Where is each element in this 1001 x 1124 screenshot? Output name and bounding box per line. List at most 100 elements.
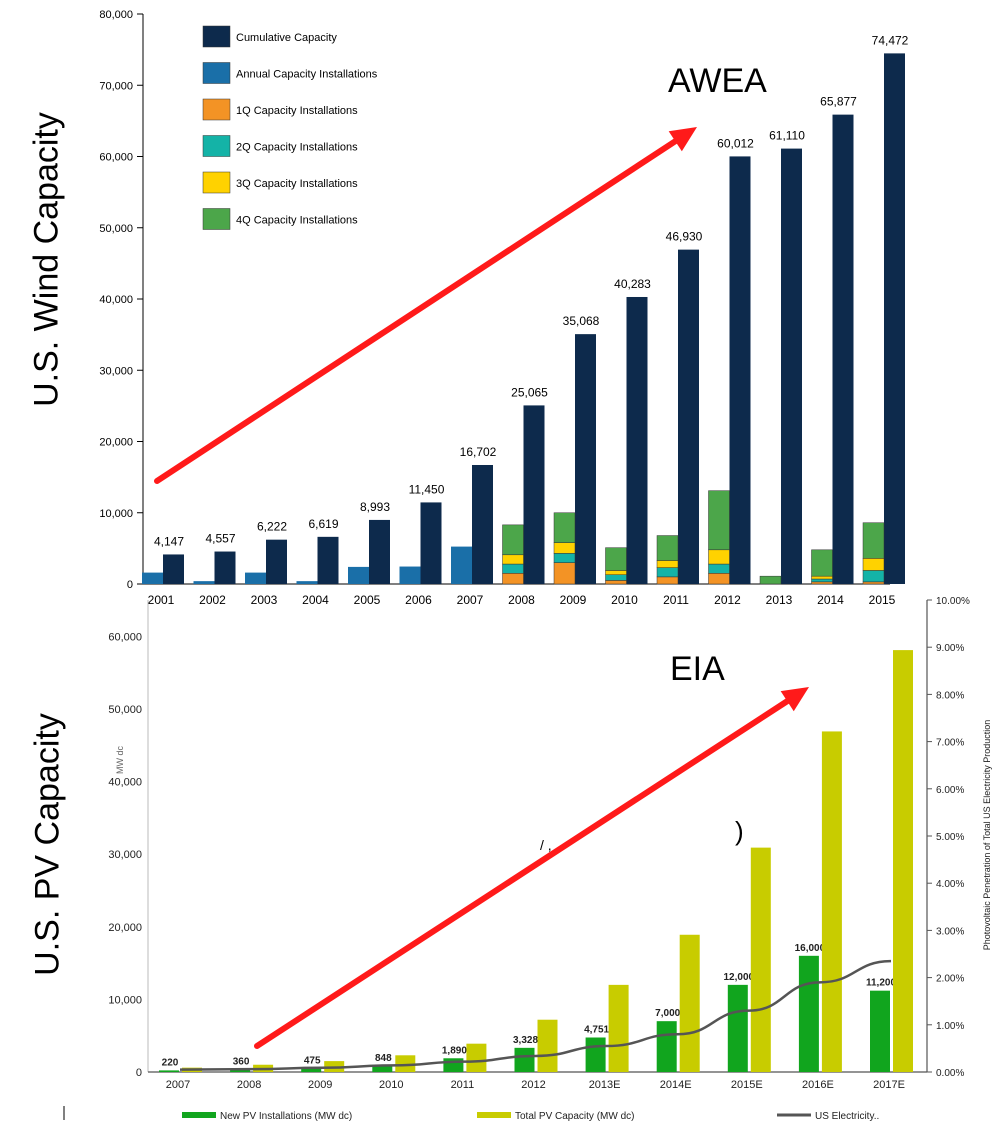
pv-new-installations-bar bbox=[798, 955, 819, 1072]
pv-new-installations-bar bbox=[727, 984, 748, 1072]
wind-q1-segment bbox=[553, 562, 576, 585]
wind-y-tick-label: 50,000 bbox=[99, 223, 133, 235]
wind-cumulative-bar bbox=[729, 156, 751, 585]
pv-new-installations-bar bbox=[159, 1070, 179, 1072]
pv-us-electricity-line bbox=[179, 959, 892, 1071]
pv-total-capacity-bar bbox=[821, 731, 842, 1072]
wind-q4-segment bbox=[502, 524, 524, 556]
wind-x-tick-label: 2013 bbox=[766, 593, 793, 607]
pv-y2-tick-label: 9.00% bbox=[936, 643, 964, 654]
pv-x-tick-label: 2012 bbox=[521, 1079, 545, 1091]
wind-annual-bar bbox=[193, 581, 215, 584]
pv-y2-tick-label: 4.00% bbox=[936, 879, 964, 890]
wind-q4-segment bbox=[553, 512, 576, 543]
wind-q3-segment bbox=[862, 558, 885, 571]
wind-cumulative-data-label: 40,283 bbox=[614, 277, 651, 291]
wind-annual-bar bbox=[245, 572, 266, 584]
wind-x-tick-label: 2003 bbox=[251, 593, 278, 607]
wind-q2-segment bbox=[605, 574, 627, 581]
pv-y-axis-title-fragment: MW dc bbox=[115, 746, 125, 774]
pv-total-capacity-bar bbox=[750, 847, 771, 1072]
wind-legend-label: 1Q Capacity Installations bbox=[236, 105, 358, 117]
pv-y-tick-label: 10,000 bbox=[108, 994, 142, 1006]
wind-cumulative-bar bbox=[884, 53, 905, 584]
wind-x-tick-label: 2007 bbox=[457, 593, 484, 607]
wind-x-tick-label: 2002 bbox=[199, 593, 226, 607]
wind-y-tick-label: 70,000 bbox=[99, 80, 133, 92]
wind-y-tick-label: 40,000 bbox=[99, 294, 133, 306]
wind-trend-arrow-shaft bbox=[154, 138, 679, 484]
pv-y2-tick-label: 8.00% bbox=[936, 690, 964, 701]
wind-cumulative-data-label: 6,222 bbox=[257, 520, 287, 534]
pv-new-installations-bar bbox=[870, 990, 890, 1072]
wind-q4-segment bbox=[605, 547, 627, 571]
pv-total-capacity-bar bbox=[395, 1055, 416, 1072]
wind-side-label: U.S. Wind Capacity bbox=[27, 112, 66, 407]
wind-legend-swatch bbox=[202, 171, 231, 194]
wind-legend-label: 2Q Capacity Installations bbox=[236, 142, 358, 154]
wind-cumulative-data-label: 46,930 bbox=[666, 230, 703, 244]
wind-q2-segment bbox=[656, 567, 679, 578]
wind-x-tick-label: 2014 bbox=[817, 593, 844, 607]
pv-y-tick-label: 40,000 bbox=[108, 777, 142, 789]
pv-total-capacity-bar bbox=[466, 1043, 487, 1072]
wind-q2-segment bbox=[708, 563, 730, 574]
pv-legend-label: New PV Installations (MW dc) bbox=[220, 1111, 352, 1122]
wind-q4-segment bbox=[656, 535, 679, 561]
wind-x-tick-label: 2015 bbox=[869, 593, 896, 607]
wind-q1-segment bbox=[605, 580, 627, 585]
wind-q2-segment bbox=[862, 570, 885, 583]
pv-total-capacity-bar bbox=[679, 934, 700, 1072]
pv-new-installations-data-label: 360 bbox=[233, 1056, 250, 1067]
pv-y2-tick-label: 7.00% bbox=[936, 738, 964, 749]
wind-annual-bar bbox=[451, 546, 472, 584]
pv-x-tick-label: 2017E bbox=[873, 1079, 905, 1091]
wind-q3-segment bbox=[656, 560, 679, 568]
pv-x-tick-label: 2007 bbox=[166, 1079, 190, 1091]
wind-cumulative-bar bbox=[369, 519, 390, 584]
pv-x-tick-label: 2014E bbox=[660, 1079, 692, 1091]
pv-legend: New PV Installations (MW dc) Total PV Cap… bbox=[63, 1106, 879, 1122]
pv-y2-axis-title: Photovoltaic Penetration of Total US Ele… bbox=[982, 720, 992, 950]
wind-y-tick-label: 10,000 bbox=[99, 508, 133, 520]
wind-legend-swatch bbox=[202, 98, 231, 121]
wind-cumulative-bar bbox=[214, 551, 236, 584]
pv-side-label: U.S. PV Capacity bbox=[28, 713, 67, 976]
pv-y2-tick-label: 6.00% bbox=[936, 785, 964, 796]
pv-new-installations-bar bbox=[514, 1047, 535, 1072]
wind-q3-segment bbox=[502, 554, 524, 565]
wind-cumulative-data-label: 6,619 bbox=[308, 517, 338, 531]
wind-q1-segment bbox=[862, 581, 885, 585]
wind-y-tick-label: 20,000 bbox=[99, 437, 133, 449]
pv-new-installations-data-label: 16,000 bbox=[795, 943, 826, 954]
awea-source-label: AWEA bbox=[668, 62, 767, 100]
pv-x-tick-label: 2015E bbox=[731, 1079, 763, 1091]
wind-legend-label: 3Q Capacity Installations bbox=[236, 178, 358, 190]
wind-annual-bar bbox=[348, 566, 369, 584]
pv-legend-label: US Electricity.. bbox=[815, 1111, 879, 1122]
wind-capacity-chart: 0 10,000 20,000 30,000 40,000 50,000 60,000 70,… bbox=[99, 9, 908, 607]
wind-x-tick-label: 2005 bbox=[354, 593, 381, 607]
pv-x-tick-label: 2009 bbox=[308, 1079, 332, 1091]
pv-y2-tick-label: 1.00% bbox=[936, 1021, 964, 1032]
pv-trend-arrow-shaft bbox=[254, 698, 791, 1049]
pv-new-installations-data-label: 220 bbox=[162, 1057, 179, 1068]
wind-x-tick-label: 2010 bbox=[611, 593, 638, 607]
wind-q3-segment bbox=[605, 570, 627, 575]
wind-cumulative-data-label: 4,147 bbox=[154, 534, 184, 548]
wind-y-tick-label: 30,000 bbox=[99, 365, 133, 377]
wind-y-tick-label: 0 bbox=[127, 579, 133, 591]
wind-cumulative-data-label: 35,068 bbox=[563, 314, 600, 328]
wind-cumulative-bar bbox=[472, 464, 493, 584]
pv-y2-tick-label: 0.00% bbox=[936, 1068, 964, 1079]
pv-total-capacity-bar bbox=[608, 984, 629, 1072]
wind-legend-swatch bbox=[202, 62, 231, 84]
pv-text-fragment: / , bbox=[540, 837, 552, 853]
pv-legend-label: Total PV Capacity (MW dc) bbox=[515, 1111, 634, 1122]
pv-new-installations-bar bbox=[656, 1021, 677, 1072]
wind-legend-label: 4Q Capacity Installations bbox=[236, 215, 358, 227]
wind-annual-bar bbox=[399, 566, 421, 584]
wind-cumulative-data-label: 60,012 bbox=[717, 136, 754, 150]
pv-y2-tick-label: 10.00% bbox=[936, 596, 970, 607]
pv-x-tick-label: 2013E bbox=[589, 1079, 621, 1091]
